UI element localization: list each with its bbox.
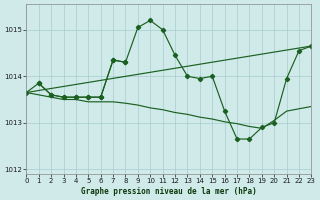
X-axis label: Graphe pression niveau de la mer (hPa): Graphe pression niveau de la mer (hPa) xyxy=(81,187,257,196)
